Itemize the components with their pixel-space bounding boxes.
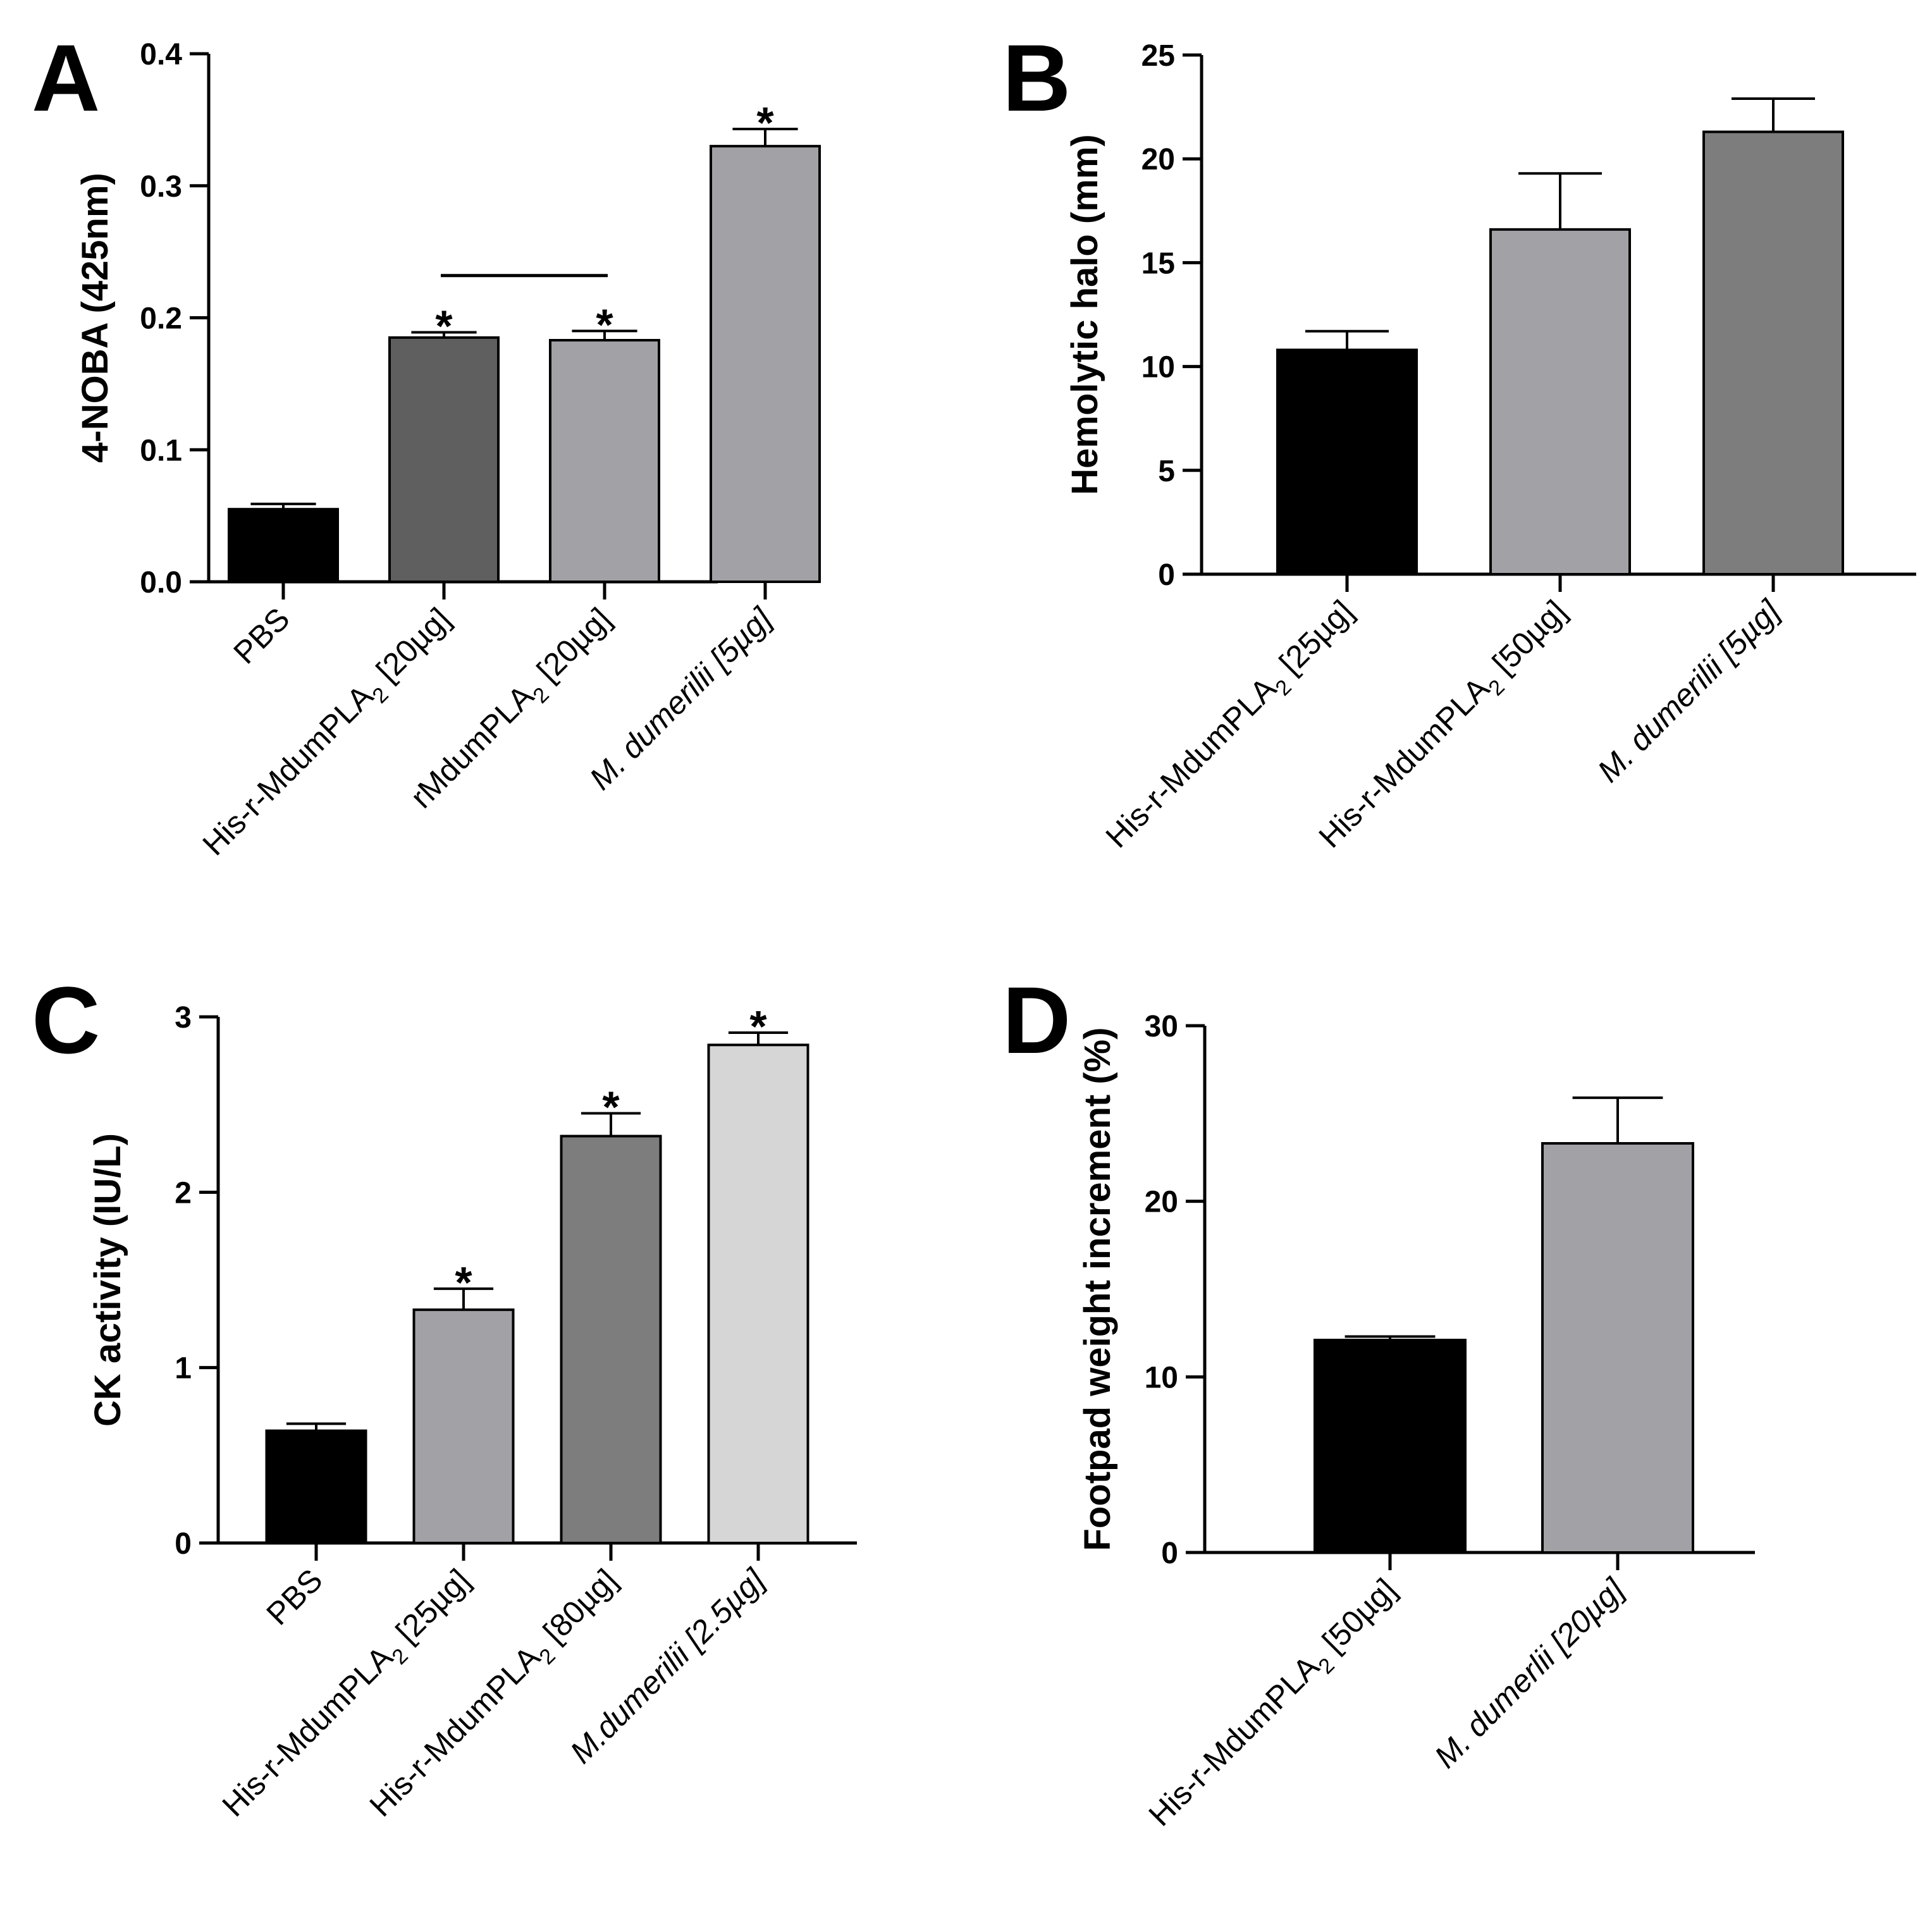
y-tick-label: 20 (1141, 143, 1175, 176)
y-tick-label: 25 (1141, 39, 1175, 73)
bar (710, 145, 821, 583)
y-tick-label: 0.4 (140, 38, 182, 71)
bar (1276, 348, 1418, 575)
y-tick-label: 0 (175, 1527, 192, 1561)
y-tick-label: 30 (1145, 1010, 1178, 1043)
significance-marker: * (749, 1002, 767, 1051)
bar (1314, 1339, 1467, 1554)
bar (388, 336, 500, 583)
y-tick-label: 0.3 (140, 170, 182, 204)
y-tick-label: 2 (175, 1176, 192, 1210)
bar (1702, 130, 1844, 575)
y-tick-label: 10 (1141, 351, 1175, 384)
y-tick-label: 0.2 (140, 302, 182, 336)
y-axis-label: CK activity (IU/L) (87, 1133, 128, 1427)
y-tick-label: 0.1 (140, 434, 182, 467)
bar (1541, 1142, 1694, 1554)
bar (228, 508, 339, 583)
panel-letter-b: B (1002, 25, 1071, 131)
panel-letter-c: C (32, 967, 100, 1073)
y-tick-label: 0 (1161, 1537, 1178, 1570)
y-tick-label: 5 (1158, 455, 1175, 488)
y-axis-label: Hemolytic halo (mm) (1064, 134, 1105, 495)
bar (549, 338, 660, 583)
y-axis-label: Footpad weight increment (%) (1077, 1027, 1118, 1551)
y-tick-label: 0 (1158, 558, 1175, 592)
y-axis-label: 4-NOBA (425nm) (75, 173, 116, 463)
y-tick-label: 0.0 (140, 566, 182, 599)
significance-marker: * (756, 98, 774, 147)
bar (560, 1134, 662, 1544)
bar (412, 1308, 515, 1545)
significance-marker: * (596, 300, 613, 349)
significance-marker: * (435, 301, 453, 350)
bar (707, 1043, 809, 1544)
significance-marker: * (455, 1258, 472, 1307)
y-tick-label: 20 (1145, 1186, 1178, 1219)
y-tick-label: 1 (175, 1352, 192, 1386)
y-tick-label: 10 (1145, 1361, 1178, 1394)
y-tick-label: 15 (1141, 247, 1175, 280)
significance-marker: * (602, 1083, 620, 1132)
panel-letter-d: D (1002, 967, 1071, 1073)
bar (265, 1429, 367, 1544)
bar (1489, 228, 1631, 575)
y-tick-label: 3 (175, 1001, 192, 1035)
panel-letter-a: A (32, 25, 100, 131)
